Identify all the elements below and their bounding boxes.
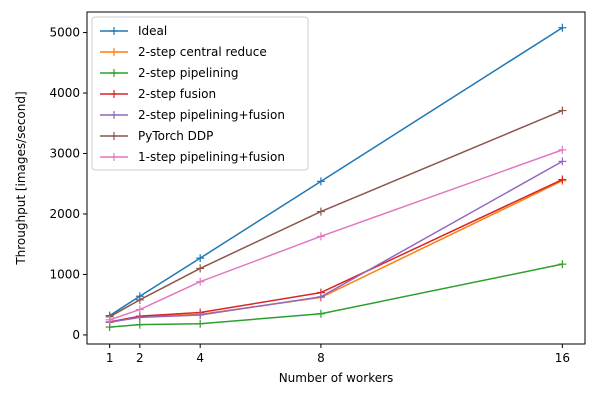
legend-item-2-step-pipelining-fusion: 2-step pipelining+fusion: [100, 108, 285, 122]
x-tick-label: 2: [136, 351, 144, 365]
y-tick-label: 0: [72, 328, 80, 342]
series-2-step-pipelining-fusion: [105, 157, 567, 327]
data-point: [196, 277, 205, 286]
data-point: [558, 145, 567, 154]
data-point: [558, 260, 567, 269]
data-point: [196, 319, 205, 328]
series-2-step-pipelining: [105, 260, 567, 332]
x-tick-label: 8: [317, 351, 325, 365]
data-point: [196, 254, 205, 263]
legend-marker: [110, 27, 118, 35]
legend: Ideal 2-step central reduce 2-step pipelin…: [91, 16, 309, 171]
legend-label: 1-step pipelining+fusion: [138, 150, 285, 164]
series-line: [109, 160, 563, 323]
legend-label: PyTorch DDP: [138, 129, 213, 143]
data-point: [558, 106, 567, 115]
legend-item-1-step-pipelining-fusion: 1-step pipelining+fusion: [100, 150, 285, 164]
legend-marker: [110, 111, 118, 119]
plot-frame: [86, 11, 586, 345]
y-tick-label: 3000: [49, 147, 80, 161]
legend-item-2-step-pipelining: 2-step pipelining: [100, 66, 239, 80]
legend-label: 2-step pipelining: [138, 66, 239, 80]
data-point: [316, 292, 325, 301]
series-line: [109, 263, 563, 328]
data-point: [558, 23, 567, 32]
data-point: [316, 207, 325, 216]
y-tick-label: 5000: [49, 26, 80, 40]
x-axis-label: Number of workers: [279, 371, 394, 385]
data-point: [316, 177, 325, 186]
legend-item-pytorch-ddp: PyTorch DDP: [100, 129, 213, 143]
y-axis: 0 1000 2000 3000 4000 5000: [49, 26, 87, 342]
series-line: [109, 149, 563, 321]
legend-marker: [110, 132, 118, 140]
data-point: [135, 305, 144, 314]
legend-box: [91, 16, 309, 171]
data-point: [316, 232, 325, 241]
legend-label: 2-step pipelining+fusion: [138, 108, 285, 122]
data-point: [105, 315, 114, 324]
series-2-step-central-reduce: [105, 176, 567, 327]
y-tick-label: 1000: [49, 267, 80, 281]
legend-label: Ideal: [138, 24, 167, 38]
legend-label: 2-step central reduce: [138, 45, 267, 59]
legend-label: 2-step fusion: [138, 87, 216, 101]
legend-marker: [110, 69, 118, 77]
series-line: [109, 180, 563, 323]
data-point: [135, 320, 144, 329]
data-point: [196, 310, 205, 319]
legend-item-2-step-central-reduce: 2-step central reduce: [100, 45, 267, 59]
legend-marker: [110, 48, 118, 56]
data-point: [558, 175, 567, 184]
x-tick-label: 4: [196, 351, 204, 365]
data-point: [316, 309, 325, 318]
legend-item-2-step-fusion: 2-step fusion: [100, 87, 216, 101]
x-axis: 1 2 4 8 16: [106, 344, 570, 365]
data-point: [135, 295, 144, 304]
y-tick-label: 2000: [49, 207, 80, 221]
data-point: [135, 313, 144, 322]
series-1-step-pipelining-fusion: [105, 145, 567, 324]
data-point: [558, 157, 567, 166]
legend-item-ideal: Ideal: [100, 24, 167, 38]
series-line: [109, 178, 563, 323]
data-point: [196, 264, 205, 273]
x-tick-label: 16: [555, 351, 570, 365]
y-axis-label: Throughput [images/second]: [14, 91, 28, 265]
x-tick-label: 1: [106, 351, 114, 365]
legend-marker: [110, 90, 118, 98]
y-tick-label: 4000: [49, 86, 80, 100]
legend-marker: [110, 153, 118, 161]
series-layer: [105, 23, 567, 332]
